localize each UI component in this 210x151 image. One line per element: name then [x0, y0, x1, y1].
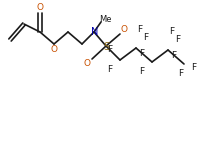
Text: N: N: [91, 27, 99, 37]
Text: F: F: [192, 64, 197, 72]
Text: O: O: [84, 58, 91, 67]
Text: F: F: [108, 45, 113, 55]
Text: O: O: [50, 45, 58, 55]
Text: O: O: [121, 26, 127, 34]
Text: F: F: [108, 64, 113, 74]
Text: F: F: [175, 35, 181, 45]
Text: F: F: [139, 67, 144, 77]
Text: F: F: [139, 48, 144, 58]
Text: F: F: [143, 34, 148, 42]
Text: F: F: [137, 26, 143, 34]
Text: F: F: [171, 50, 177, 59]
Text: O: O: [37, 3, 43, 13]
Text: Me: Me: [99, 14, 111, 24]
Text: S: S: [104, 42, 110, 52]
Text: F: F: [178, 69, 184, 79]
Text: F: F: [169, 26, 175, 35]
